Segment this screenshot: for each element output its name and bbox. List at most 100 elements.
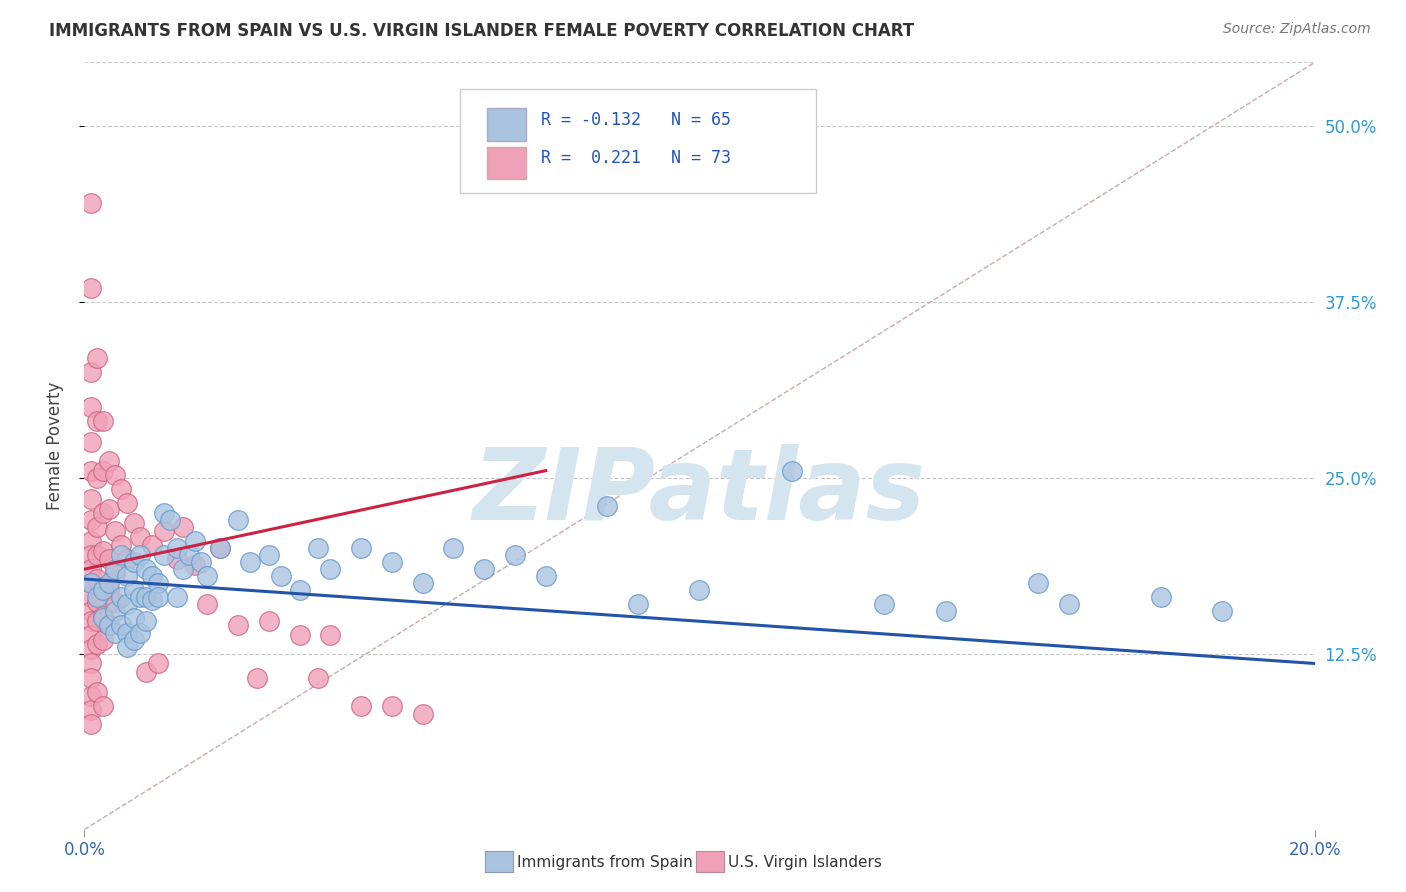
Point — [689, 583, 711, 598]
Point — [104, 566, 127, 581]
Point — [117, 569, 139, 583]
Point — [122, 611, 145, 625]
Point — [122, 632, 145, 647]
Point — [184, 558, 207, 572]
Point — [79, 628, 101, 642]
Point — [104, 604, 127, 618]
Point — [166, 541, 188, 555]
Point — [91, 506, 114, 520]
Point — [79, 401, 101, 415]
Point — [148, 591, 170, 605]
Point — [79, 642, 101, 657]
Point — [117, 598, 139, 612]
Point — [534, 569, 557, 583]
Point — [172, 562, 194, 576]
Point — [239, 555, 262, 569]
Point — [288, 628, 311, 642]
Point — [780, 464, 803, 478]
Point — [350, 541, 373, 555]
Point — [270, 569, 292, 583]
Point — [86, 351, 108, 365]
Point — [91, 583, 114, 598]
Point — [190, 555, 212, 569]
Point — [79, 365, 101, 379]
Point — [91, 464, 114, 478]
Point — [91, 698, 114, 713]
Point — [246, 671, 269, 685]
Point — [79, 491, 101, 506]
Point — [141, 593, 163, 607]
Point — [98, 501, 120, 516]
Point — [257, 548, 280, 562]
Point — [935, 604, 957, 618]
Y-axis label: Female Poverty: Female Poverty — [45, 382, 63, 510]
Point — [122, 555, 145, 569]
Point — [98, 618, 120, 632]
Point — [226, 513, 249, 527]
Point — [91, 632, 114, 647]
Point — [166, 552, 188, 566]
Point — [91, 544, 114, 558]
Point — [148, 657, 170, 671]
Point — [503, 548, 526, 562]
Point — [86, 572, 108, 586]
Text: R = -0.132   N = 65: R = -0.132 N = 65 — [541, 111, 731, 129]
Point — [135, 562, 157, 576]
Point — [141, 569, 163, 583]
Point — [86, 591, 108, 605]
Point — [472, 562, 495, 576]
Point — [79, 576, 101, 591]
Point — [177, 548, 200, 562]
Point — [197, 569, 219, 583]
Point — [79, 562, 101, 576]
Point — [307, 671, 329, 685]
Point — [86, 637, 108, 651]
Point — [104, 524, 127, 538]
Point — [91, 414, 114, 428]
Point — [596, 499, 619, 513]
Point — [627, 598, 650, 612]
Point — [79, 513, 101, 527]
Point — [128, 591, 150, 605]
Point — [307, 541, 329, 555]
Text: Source: ZipAtlas.com: Source: ZipAtlas.com — [1223, 22, 1371, 37]
Point — [86, 548, 108, 562]
Point — [91, 608, 114, 623]
Point — [117, 552, 139, 566]
Point — [79, 576, 101, 591]
Point — [110, 548, 132, 562]
Point — [135, 665, 157, 679]
Point — [86, 471, 108, 485]
Text: R =  0.221   N = 73: R = 0.221 N = 73 — [541, 149, 731, 168]
FancyBboxPatch shape — [460, 89, 817, 193]
Point — [79, 591, 101, 605]
Bar — [486, 109, 526, 141]
Point — [159, 513, 181, 527]
Point — [184, 534, 207, 549]
Point — [153, 524, 176, 538]
Point — [1150, 591, 1173, 605]
Point — [122, 583, 145, 598]
Point — [98, 583, 120, 598]
Point — [117, 496, 139, 510]
Point — [104, 594, 127, 608]
Point — [86, 614, 108, 628]
Point — [86, 520, 108, 534]
Point — [110, 538, 132, 552]
Point — [79, 614, 101, 628]
Point — [412, 576, 434, 591]
Point — [79, 604, 101, 618]
Point — [98, 454, 120, 468]
Point — [79, 280, 101, 294]
Point — [381, 555, 404, 569]
Point — [98, 576, 120, 591]
Point — [153, 548, 176, 562]
Text: Immigrants from Spain: Immigrants from Spain — [517, 855, 693, 870]
Point — [79, 548, 101, 562]
Point — [319, 562, 342, 576]
Point — [412, 707, 434, 722]
Point — [128, 548, 150, 562]
Point — [110, 482, 132, 496]
Point — [1057, 598, 1080, 612]
Point — [148, 576, 170, 591]
